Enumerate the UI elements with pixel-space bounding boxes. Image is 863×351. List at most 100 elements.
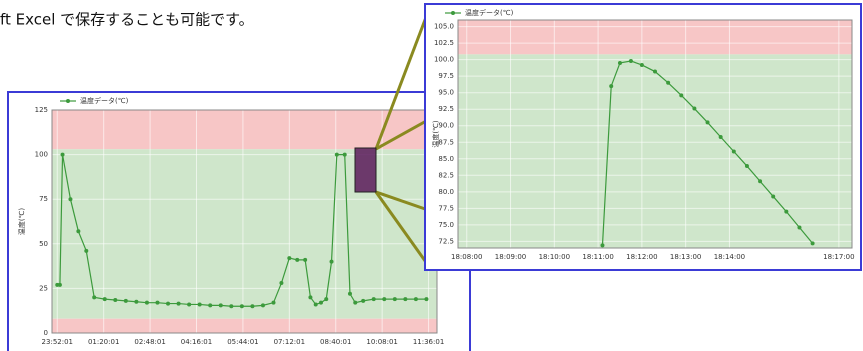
data-point — [692, 106, 697, 111]
y-tick-label: 50 — [39, 240, 48, 248]
data-point — [208, 303, 213, 308]
x-tick-label: 18:10:00 — [539, 253, 570, 261]
x-tick-label: 04:16:01 — [181, 338, 212, 346]
band — [52, 318, 437, 333]
legend-label: 温度データ(℃) — [80, 96, 129, 105]
caption: ft Excel で保存することも可能です。 — [0, 11, 254, 29]
y-tick-label: 100 — [35, 151, 48, 159]
data-point — [60, 152, 65, 157]
x-tick-label: 10:08:01 — [366, 338, 397, 346]
data-point — [342, 152, 347, 157]
legend-label: 温度データ(℃) — [465, 8, 514, 17]
band — [52, 149, 437, 319]
x-tick-label: 07:12:01 — [274, 338, 305, 346]
x-tick-label: 11:36:01 — [413, 338, 444, 346]
y-tick-label: 77.5 — [438, 204, 454, 212]
zoom-connector — [374, 191, 430, 266]
y-tick-label: 100.0 — [434, 56, 454, 64]
legend-marker — [451, 11, 455, 15]
data-point — [731, 149, 736, 154]
x-tick-label: 18:09:00 — [495, 253, 526, 261]
y-tick-label: 105.0 — [434, 23, 454, 31]
y-tick-label: 80.0 — [438, 188, 454, 196]
data-point — [382, 297, 387, 302]
data-point — [113, 297, 118, 302]
data-point — [628, 58, 633, 63]
data-point — [279, 281, 284, 286]
y-tick-label: 102.5 — [434, 39, 454, 47]
y-axis-label: 温度(℃) — [17, 208, 26, 236]
x-tick-label: 01:20:01 — [88, 338, 119, 346]
data-point — [679, 93, 684, 98]
data-point — [403, 297, 408, 302]
x-tick-label: 18:11:00 — [582, 253, 613, 261]
y-tick-label: 0 — [44, 329, 48, 337]
data-point — [353, 300, 358, 305]
y-tick-label: 75 — [39, 195, 48, 203]
data-point — [329, 259, 334, 264]
data-point — [666, 80, 671, 85]
y-tick-label: 72.5 — [438, 237, 454, 245]
data-point — [68, 197, 73, 202]
data-point — [334, 152, 339, 157]
zoom-connector — [374, 11, 430, 150]
data-point — [771, 194, 776, 199]
data-point — [84, 248, 89, 253]
y-tick-label: 90.0 — [438, 122, 454, 130]
data-point — [303, 257, 308, 262]
data-point — [187, 302, 192, 307]
zoom-chart: 72.5 75.0 77.5 80.0 82.5 85.0 87.5 90.0 92.5 95.0… — [431, 8, 855, 261]
data-point — [218, 303, 223, 308]
data-point — [308, 295, 313, 300]
data-point — [144, 300, 149, 305]
plot-frame — [457, 19, 853, 249]
y-axis-label: 温度(℃) — [431, 120, 440, 148]
data-point — [324, 297, 329, 302]
x-tick-label: 18:17:00 — [823, 253, 854, 261]
data-point — [744, 164, 749, 169]
data-point — [413, 297, 418, 302]
data-point — [102, 297, 107, 302]
x-tick-label: 08:40:01 — [320, 338, 351, 346]
data-point — [260, 303, 265, 308]
x-tick-label: 18:12:00 — [626, 253, 657, 261]
y-tick-label: 95.0 — [438, 89, 454, 97]
band — [458, 54, 852, 248]
data-point — [600, 243, 605, 248]
data-point — [361, 298, 366, 303]
data-point — [705, 120, 710, 125]
data-point — [197, 302, 202, 307]
x-tick-label: 23:52:01 — [42, 338, 73, 346]
data-point — [371, 297, 376, 302]
y-tick-label: 25 — [39, 284, 48, 292]
data-point — [313, 302, 318, 307]
y-tick-label: 75.0 — [438, 221, 454, 229]
y-tick-label: 82.5 — [438, 171, 454, 179]
data-point — [176, 301, 181, 306]
y-tick-label: 87.5 — [438, 138, 454, 146]
data-point — [784, 209, 789, 214]
data-point — [239, 304, 244, 309]
x-tick-label: 02:48:01 — [134, 338, 165, 346]
y-tick-label: 125 — [35, 106, 48, 114]
x-tick-label: 18:08:00 — [451, 253, 482, 261]
legend-marker — [66, 99, 70, 103]
data-point — [424, 297, 429, 302]
data-point — [653, 69, 657, 74]
data-point — [271, 300, 276, 305]
data-point — [92, 295, 97, 300]
zoom-box — [354, 147, 377, 193]
data-point — [166, 301, 171, 306]
data-point — [155, 300, 160, 305]
y-tick-label: 92.5 — [438, 105, 454, 113]
data-point — [57, 282, 62, 287]
data-point — [250, 304, 255, 309]
y-tick-label: 85.0 — [438, 155, 454, 163]
zoom-connector — [375, 190, 429, 212]
data-point — [609, 84, 614, 89]
data-point — [287, 256, 292, 261]
main-chart: 0 25 50 75 100 125 23:52:01 01:20:01 02:48:01 04:… — [17, 96, 444, 346]
data-point — [617, 60, 622, 65]
